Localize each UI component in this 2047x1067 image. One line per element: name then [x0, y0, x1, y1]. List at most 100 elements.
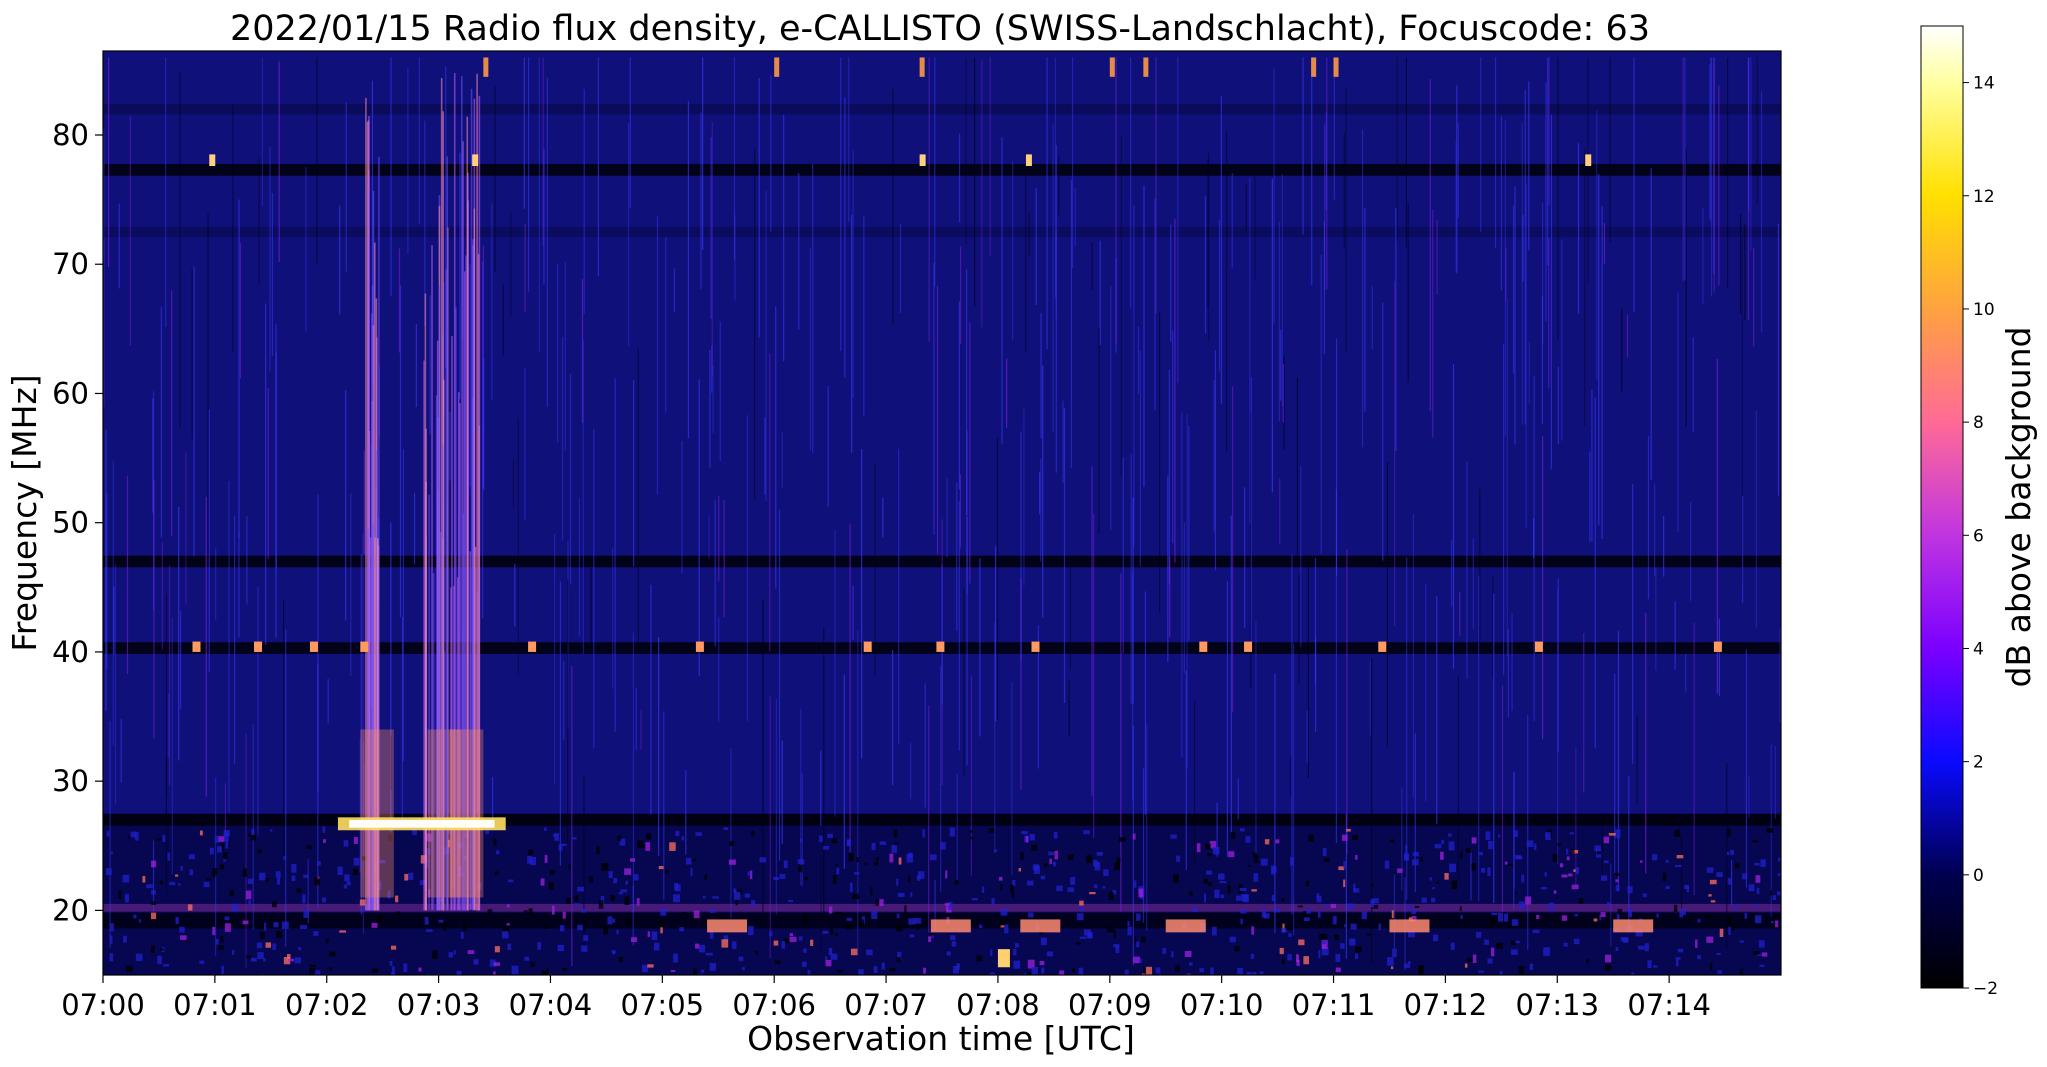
noise-speckle — [1209, 841, 1217, 849]
noise-streak — [418, 57, 420, 224]
noise-speckle — [1573, 869, 1576, 873]
noise-speckle — [798, 865, 803, 873]
noise-speckle — [242, 920, 249, 925]
noise-speckle — [1248, 864, 1251, 867]
noise-speckle — [1089, 892, 1096, 895]
noise-speckle — [613, 878, 618, 884]
noise-streak — [469, 264, 471, 487]
noise-speckle — [704, 874, 707, 881]
burst-streak — [441, 444, 444, 911]
noise-speckle — [250, 957, 257, 962]
noise-streak — [1271, 178, 1273, 493]
noise-speckle — [180, 866, 183, 871]
noise-speckle — [797, 859, 805, 865]
y-tick-label: 20 — [52, 893, 89, 927]
noise-speckle — [1246, 972, 1252, 975]
noise-streak — [798, 172, 800, 330]
noise-speckle — [163, 963, 169, 967]
noise-streak — [1713, 57, 1715, 275]
noise-speckle — [1102, 886, 1106, 889]
hot-spot — [695, 641, 704, 652]
noise-streak — [179, 71, 181, 428]
noise-streak — [305, 167, 307, 332]
noise-streak — [934, 57, 936, 287]
noise-speckle — [1457, 921, 1462, 924]
noise-streak — [1511, 613, 1513, 711]
noise-streak — [1307, 565, 1309, 779]
noise-speckle — [1234, 945, 1240, 952]
noise-speckle — [530, 856, 537, 866]
noise-speckle — [1083, 929, 1091, 936]
noise-speckle — [1571, 849, 1579, 854]
noise-speckle — [544, 827, 547, 831]
noise-speckle — [1041, 967, 1045, 974]
noise-speckle — [1387, 957, 1394, 966]
noise-streak — [582, 340, 584, 655]
noise-speckle — [1228, 851, 1235, 858]
noise-streak — [769, 695, 771, 959]
noise-speckle — [1429, 877, 1432, 881]
noise-speckle — [1113, 944, 1120, 948]
noise-speckle — [1349, 938, 1356, 946]
noise-streak — [1710, 57, 1713, 297]
noise-speckle — [157, 955, 162, 965]
noise-streak — [958, 301, 960, 490]
noise-speckle — [1296, 959, 1300, 966]
noise-streak — [783, 114, 785, 362]
noise-speckle — [803, 948, 807, 953]
noise-streak — [1466, 461, 1468, 679]
noise-streak — [191, 269, 193, 440]
noise-streak — [1459, 591, 1461, 636]
noise-streak — [1306, 710, 1308, 764]
noise-speckle — [581, 908, 586, 913]
noise-speckle — [179, 926, 185, 933]
noise-speckle — [1529, 963, 1534, 970]
noise-speckle — [611, 950, 616, 954]
noise-speckle — [846, 923, 853, 930]
noise-speckle — [1403, 854, 1409, 861]
hot-spot — [1378, 641, 1387, 652]
noise-speckle — [1250, 953, 1254, 959]
noise-streak — [1741, 236, 1743, 582]
hot-spot — [997, 949, 1010, 968]
noise-streak — [730, 747, 732, 919]
noise-speckle — [1406, 904, 1410, 910]
noise-streak — [709, 349, 711, 468]
noise-speckle — [403, 963, 408, 973]
noise-speckle — [175, 874, 179, 877]
noise-streak — [1755, 410, 1757, 628]
noise-streak — [973, 57, 976, 308]
noise-speckle — [928, 936, 932, 943]
noise-streak — [107, 57, 110, 268]
noise-speckle — [188, 854, 195, 860]
noise-speckle — [379, 881, 382, 886]
noise-streak — [1541, 295, 1544, 425]
noise-streak — [1281, 174, 1283, 407]
noise-speckle — [1093, 884, 1098, 889]
noise-streak — [1168, 369, 1170, 585]
noise-streak — [512, 458, 515, 509]
noise-streak — [844, 97, 846, 378]
noise-speckle — [1761, 952, 1768, 957]
noise-speckle — [1146, 966, 1153, 975]
noise-speckle — [906, 853, 913, 863]
noise-speckle — [1431, 897, 1436, 903]
noise-streak — [1040, 312, 1042, 439]
noise-speckle — [616, 930, 619, 935]
noise-streak — [1493, 593, 1495, 904]
noise-streak — [1133, 205, 1135, 548]
noise-streak — [1777, 223, 1780, 496]
noise-speckle — [825, 959, 832, 967]
noise-speckle — [1087, 933, 1092, 939]
noise-speckle — [1282, 923, 1285, 932]
noise-streak — [892, 649, 894, 786]
noise-speckle — [1777, 873, 1781, 876]
noise-streak — [820, 750, 822, 826]
noise-speckle — [135, 832, 139, 841]
noise-speckle — [1772, 917, 1776, 927]
noise-speckle — [849, 882, 853, 892]
noise-streak — [758, 77, 760, 338]
noise-speckle — [723, 827, 729, 831]
noise-streak — [1525, 183, 1527, 529]
noise-speckle — [283, 856, 287, 860]
